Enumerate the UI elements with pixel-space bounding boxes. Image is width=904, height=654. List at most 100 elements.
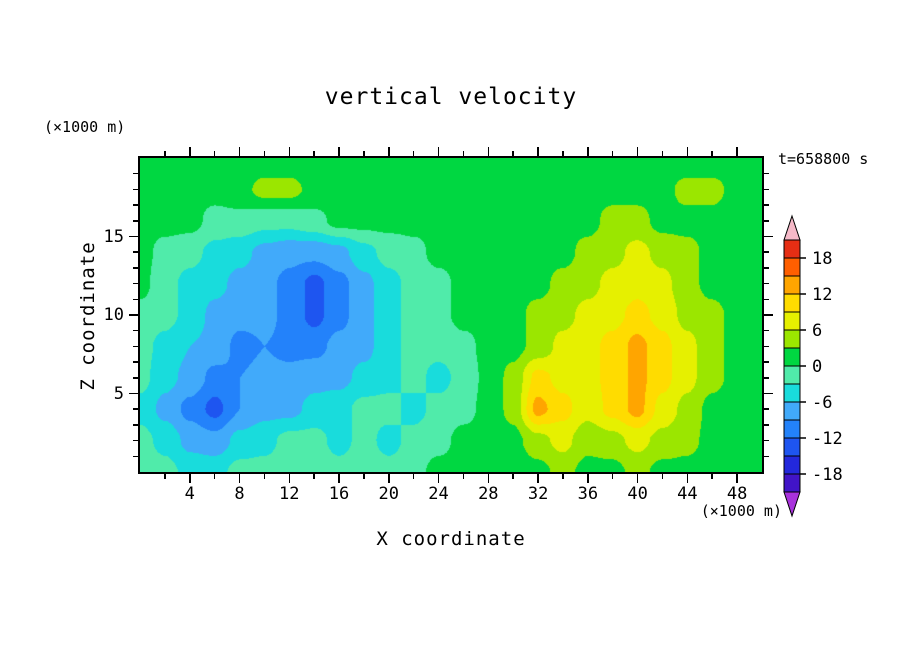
tick-mark: [133, 345, 138, 348]
tick-mark: [562, 151, 564, 156]
tick-mark: [636, 474, 639, 483]
tick-mark: [412, 474, 415, 479]
x-tick-label: 48: [726, 484, 748, 504]
tick-mark: [133, 251, 138, 253]
x-tick-label: 24: [428, 484, 449, 504]
tick-mark: [711, 151, 713, 156]
time-label: t=658800 s: [778, 150, 869, 168]
colorbar-box: [783, 401, 801, 421]
colorbar-box: [783, 329, 801, 349]
tick-mark: [611, 151, 614, 156]
tick-mark: [363, 151, 365, 156]
tick-mark: [388, 474, 390, 483]
colorbar-box: [783, 419, 801, 439]
tick-mark: [764, 361, 769, 363]
tick-mark: [129, 314, 138, 316]
tick-mark: [764, 392, 773, 395]
tick-mark: [133, 220, 138, 222]
tick-mark: [133, 282, 138, 285]
colorbar-box: [783, 293, 801, 313]
tick-mark: [133, 424, 138, 426]
tick-mark: [238, 474, 241, 483]
tick-mark: [313, 474, 315, 479]
tick-mark: [133, 298, 138, 301]
tick-mark: [764, 282, 769, 285]
tick-mark: [133, 408, 138, 410]
tick-mark: [764, 188, 769, 191]
tick-mark: [263, 474, 266, 479]
tick-mark: [133, 172, 138, 175]
tick-mark: [764, 220, 769, 222]
tick-mark: [764, 267, 769, 269]
tick-mark: [764, 455, 769, 458]
tick-mark: [764, 424, 769, 426]
tick-mark: [512, 151, 514, 156]
z-axis-unit-label: (×1000 m): [44, 118, 126, 136]
tick-mark: [133, 455, 138, 458]
tick-mark: [764, 251, 769, 253]
tick-mark: [764, 204, 769, 206]
tick-mark: [661, 474, 664, 479]
colorbar-box: [783, 473, 801, 493]
tick-mark: [338, 474, 340, 483]
tick-mark: [764, 408, 769, 410]
tick-mark: [462, 151, 465, 156]
tick-mark: [213, 474, 216, 479]
tick-mark: [764, 172, 769, 175]
tick-mark: [764, 329, 769, 332]
tick-mark: [133, 188, 138, 191]
tick-mark: [133, 361, 138, 363]
colorbar: 18 12 6 0 -6 -12 -18: [783, 214, 843, 518]
tick-mark: [462, 474, 465, 479]
tick-mark: [189, 474, 191, 483]
tick-mark: [611, 474, 614, 479]
colorbar-box: [783, 347, 801, 367]
tick-mark: [686, 147, 689, 156]
tick-mark: [133, 329, 138, 332]
tick-mark: [537, 474, 539, 483]
plot-frame: [138, 156, 764, 474]
tick-mark: [133, 204, 138, 206]
tick-mark: [437, 474, 440, 483]
x-tick-label: 40: [627, 484, 648, 504]
tick-mark: [661, 151, 664, 156]
colorbar-under-arrow: [783, 491, 801, 518]
tick-mark: [562, 474, 564, 479]
tick-mark: [213, 151, 216, 156]
colorbar-label: 12: [812, 285, 832, 305]
tick-mark: [133, 439, 138, 442]
x-tick-label: 4: [184, 484, 195, 504]
colorbar-label: 18: [812, 249, 832, 269]
tick-mark: [487, 147, 490, 156]
colorbar-box: [783, 275, 801, 295]
tick-mark: [587, 474, 589, 483]
contour-field-canvas: [140, 158, 762, 472]
colorbar-box: [783, 239, 801, 259]
tick-mark: [636, 147, 639, 156]
x-tick-label: 28: [478, 484, 499, 504]
tick-mark: [764, 298, 769, 301]
tick-mark: [133, 267, 138, 269]
tick-mark: [764, 314, 773, 316]
chart-title: vertical velocity: [324, 84, 578, 110]
x-tick-label: 44: [677, 484, 698, 504]
tick-mark: [164, 474, 166, 479]
tick-mark: [736, 147, 738, 156]
colorbar-label: -6: [812, 393, 832, 413]
colorbar-label: 6: [812, 321, 822, 341]
colorbar-box: [783, 383, 801, 403]
x-tick-label: 32: [527, 484, 549, 504]
tick-mark: [133, 377, 138, 379]
colorbar-box: [783, 365, 801, 385]
colorbar-over-arrow: [783, 214, 801, 241]
x-tick-label: 8: [234, 484, 245, 504]
tick-mark: [537, 147, 539, 156]
tick-mark: [189, 147, 191, 156]
colorbar-label: 0: [812, 357, 822, 377]
tick-mark: [288, 474, 291, 483]
tick-mark: [764, 235, 773, 238]
z-tick-label: 15: [103, 226, 124, 247]
tick-mark: [363, 474, 365, 479]
x-axis-title: X coordinate: [376, 528, 526, 550]
